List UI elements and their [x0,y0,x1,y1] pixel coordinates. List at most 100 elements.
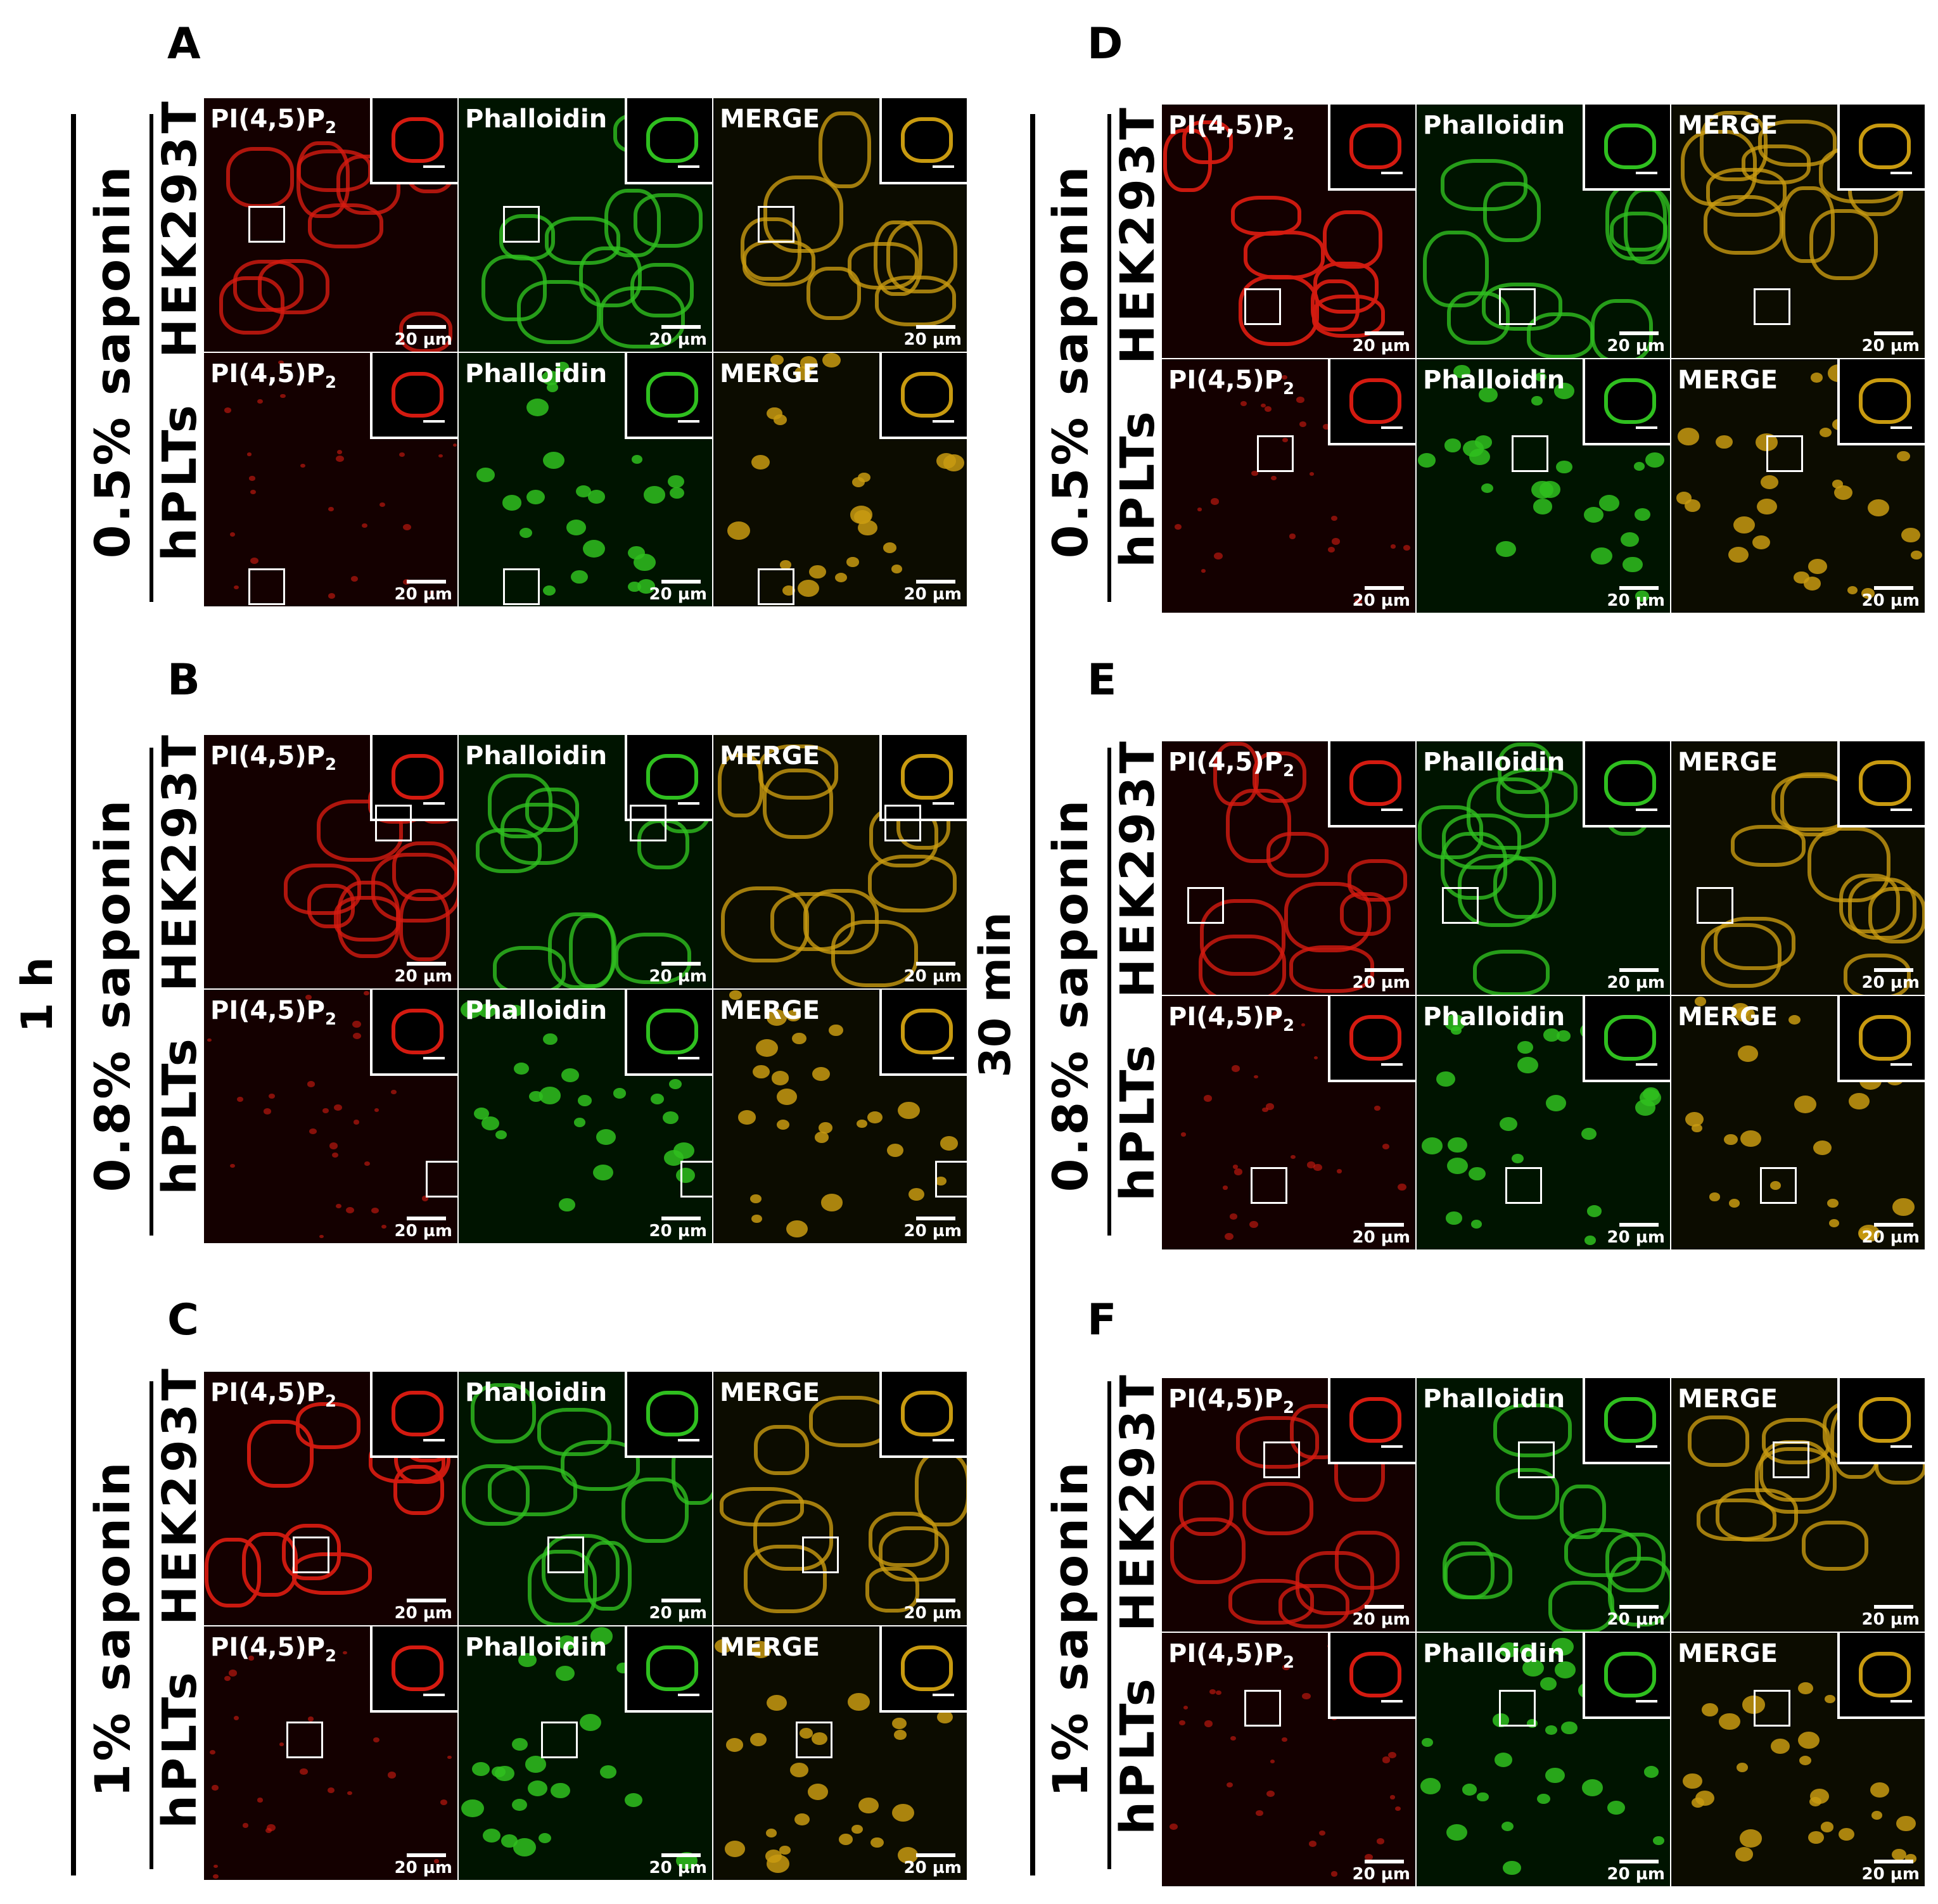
platelet-blob [541,370,560,386]
platelet-blob [1319,1831,1326,1836]
platelet-blob [1308,1841,1316,1847]
inset-detail [646,117,698,163]
cell-outline [1322,210,1383,269]
platelet-blob [613,1088,627,1099]
platelet-blob [526,398,549,417]
tile-a-hek-pip2: PI(4,5)P2 20 µm [204,98,457,352]
cell-outline [1809,208,1878,280]
scale-bar-label: 20 µm [1607,1865,1665,1884]
platelet-blob [556,362,570,373]
cell-outline [753,1424,809,1476]
platelet-blob [715,1639,733,1654]
inset-scale-bar [423,420,445,423]
platelet-blob [755,1039,778,1057]
platelet-blob [1394,1806,1401,1811]
inset-detail [392,372,443,418]
channel-label: PI(4,5)P2 [1168,1002,1294,1035]
zoom-region-box [547,1537,584,1573]
platelet-blob [508,1004,523,1016]
platelet-blob [1540,1677,1557,1691]
platelet-blob [675,1168,695,1184]
platelet-blob [1302,1692,1311,1700]
scale-bar-label: 20 µm [394,585,452,604]
zoom-inset [1328,105,1415,191]
inset-scale-bar [678,1057,699,1059]
scale-bar [407,1853,446,1857]
inset-detail [392,754,443,800]
platelet-blob [822,353,841,368]
cell-outline [336,155,401,215]
platelet-blob [1397,1183,1406,1191]
platelet-blob [1834,485,1852,501]
platelet-blob [1223,1185,1228,1190]
cell-outline [621,1477,689,1543]
cell-outline [493,945,566,988]
zoom-inset [370,98,457,184]
platelet-blob [551,1782,570,1799]
platelet-blob [1261,403,1266,408]
platelet-blob [264,1108,272,1115]
platelet-blob [1391,544,1396,549]
platelet-blob [342,1651,347,1655]
platelet-blob [887,1143,904,1157]
platelet-blob [940,1136,958,1151]
scale-bar-label: 20 µm [1607,1610,1665,1629]
inset-scale-bar [1636,1063,1657,1066]
platelet-blob [1728,1198,1740,1208]
zoom-inset [1837,1633,1925,1719]
platelet-blob [1382,1756,1391,1763]
zoom-region-box [630,805,666,841]
platelet-blob [1388,1751,1396,1758]
platelet-blob [892,1717,907,1730]
cell-outline [517,279,601,345]
platelet-blob [319,1235,324,1239]
cell-outline [1696,1498,1776,1542]
cell-outline [242,1531,298,1597]
platelet-blob [780,560,792,570]
cell-outline [1731,825,1806,867]
platelet-blob [790,1763,808,1777]
channel-label: PI(4,5)P2 [210,1633,336,1666]
channel-label: MERGE [720,1378,820,1407]
platelet-blob [1870,1782,1890,1798]
cell-outline [528,1549,597,1625]
platelet-blob [1496,540,1517,558]
platelet-blob [1797,1682,1813,1695]
platelet-blob [559,1198,576,1211]
platelet-blob [476,468,495,482]
platelet-blob [596,1128,616,1145]
platelet-blob [1476,1792,1489,1802]
channel-label: MERGE [1678,748,1778,777]
inset-scale-bar [1890,426,1912,429]
platelet-blob [644,486,666,504]
conc-label-e: 0.8% saponin [1042,797,1099,1192]
inset-detail [1859,1015,1911,1061]
platelet-blob [265,1827,272,1834]
tile-d-plt-phalloidin: Phalloidin 20 µm [1417,359,1670,613]
platelet-blob [1586,1204,1602,1217]
platelet-blob [1756,498,1777,515]
tile-f-hek-pip2: PI(4,5)P2 20 µm [1162,1378,1415,1632]
scale-bar [661,962,701,966]
platelet-blob [1403,544,1410,551]
tile-e-plt-merge: MERGE 20 µm [1671,996,1925,1249]
platelet-blob [336,1203,341,1208]
platelet-blob [379,502,386,507]
scale-bar [1365,1223,1404,1227]
conc-label-a: 0.5% saponin [84,163,141,559]
inset-detail [392,1391,443,1436]
platelet-blob [512,1798,528,1811]
scale-bar-label: 20 µm [394,1604,452,1623]
cell-outline [470,1383,537,1444]
inset-detail [1859,1652,1911,1697]
platelet-blob [555,1665,575,1682]
platelet-blob [248,1656,255,1661]
zoom-region-box [680,1161,712,1198]
cell-outline [487,1465,578,1517]
platelet-blob [776,1089,798,1106]
platelet-blob [814,1131,829,1143]
zoom-region-box [1251,1167,1287,1204]
channel-label-subscript: 2 [324,755,337,774]
inset-detail [646,1645,698,1691]
inset-detail [1859,1397,1911,1443]
